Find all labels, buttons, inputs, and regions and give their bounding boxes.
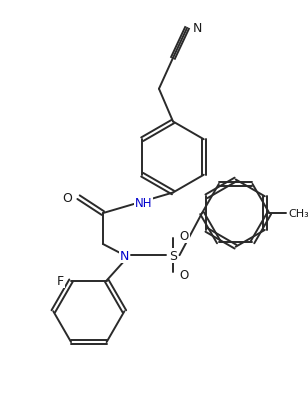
Text: O: O xyxy=(180,269,189,282)
Text: CH₃: CH₃ xyxy=(288,209,308,219)
Text: NH: NH xyxy=(135,197,152,210)
Text: N: N xyxy=(192,22,202,35)
Text: F: F xyxy=(56,274,63,287)
Text: O: O xyxy=(62,191,72,204)
Text: O: O xyxy=(180,229,189,243)
Text: N: N xyxy=(120,249,129,262)
Text: S: S xyxy=(169,249,177,262)
